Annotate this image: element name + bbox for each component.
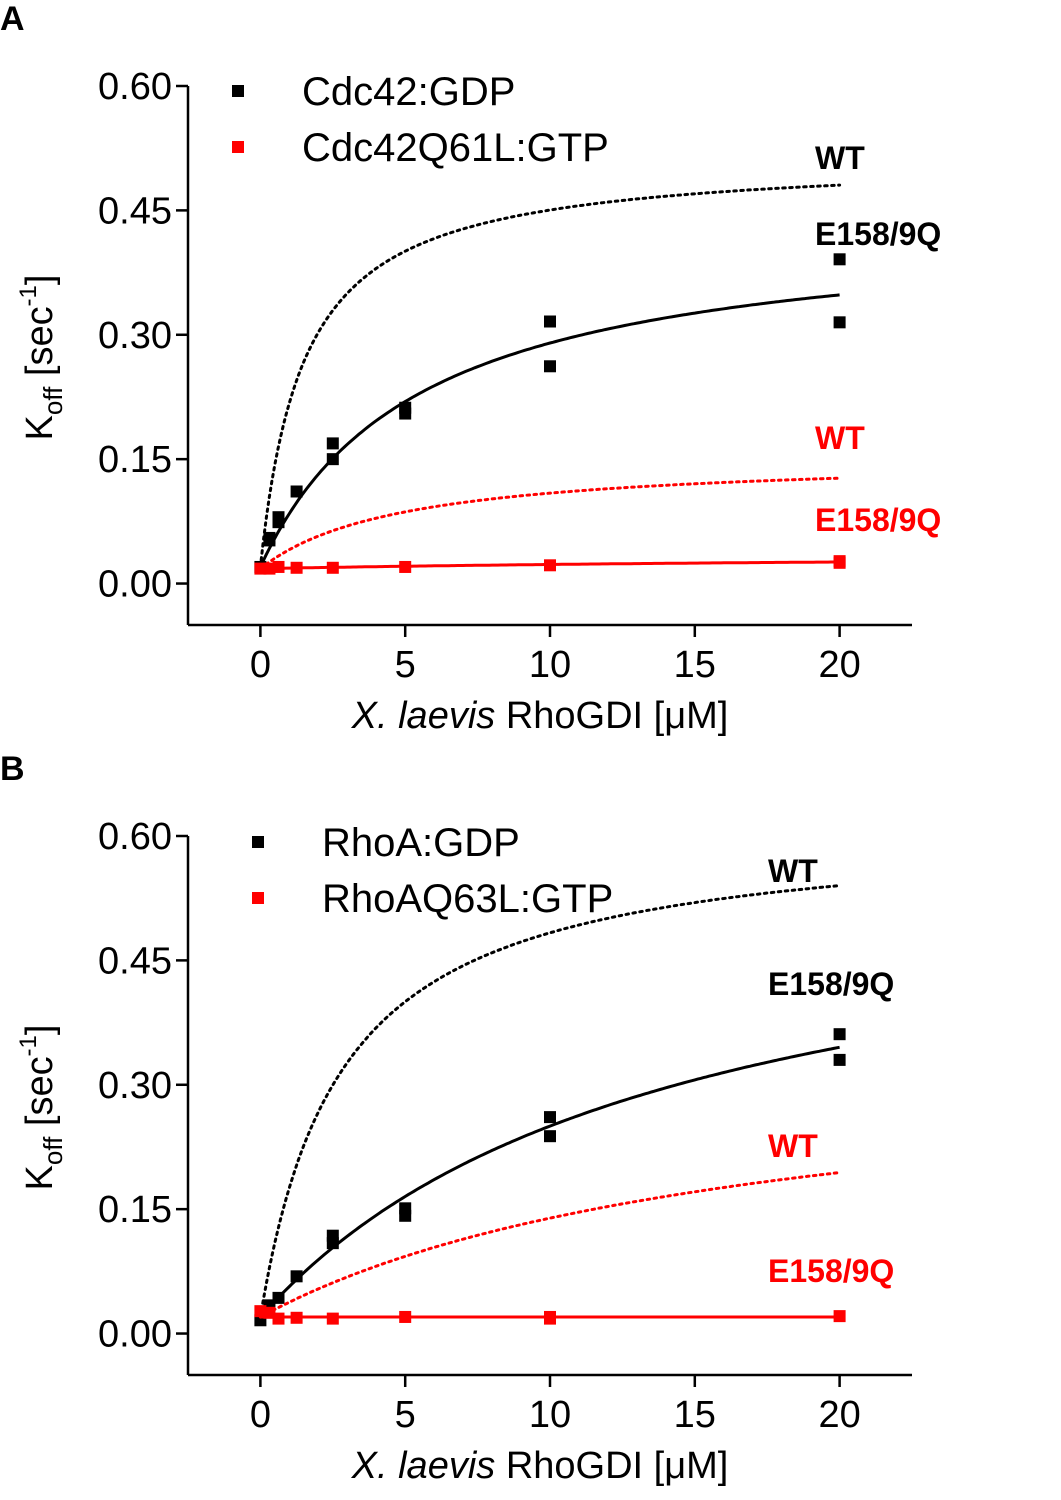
y-label-close: ] xyxy=(19,275,61,286)
data-point xyxy=(290,485,303,498)
data-point xyxy=(833,253,846,266)
data-point xyxy=(544,1312,556,1325)
data-point xyxy=(833,1310,846,1323)
data-point xyxy=(272,1291,285,1304)
y-label-sup: -1 xyxy=(15,1035,42,1056)
y-tick-label: 0.30 xyxy=(98,315,172,357)
panel-label: A xyxy=(0,0,25,38)
y-label-k: K xyxy=(19,415,61,440)
data-point xyxy=(399,1209,412,1222)
y-label-sub: off xyxy=(38,386,68,415)
data-point xyxy=(833,1053,846,1066)
x-axis-label: X. laevis RhoGDI [μM] xyxy=(351,1445,729,1487)
legend-label: RhoAQ63L:GTP xyxy=(322,877,613,921)
fit-label: E158/9Q xyxy=(815,502,941,538)
x-axis-label-italic: X. laevis xyxy=(351,695,496,737)
y-tick-label: 0.00 xyxy=(98,564,172,606)
x-tick-label: 20 xyxy=(818,644,860,686)
fit-label: WT xyxy=(815,420,865,456)
y-label-k: K xyxy=(19,1165,61,1190)
y-axis-label: Koff [sec-1] xyxy=(15,275,68,441)
data-point xyxy=(272,516,285,529)
x-tick-label: 15 xyxy=(674,644,716,686)
data-point xyxy=(326,1237,339,1250)
fit-curve-solid xyxy=(259,293,840,568)
data-point xyxy=(254,562,267,575)
x-tick-label: 5 xyxy=(395,644,416,686)
data-point xyxy=(263,531,276,544)
legend-label: Cdc42:GDP xyxy=(302,70,515,114)
y-tick-label: 0.15 xyxy=(98,439,172,481)
data-point xyxy=(544,315,556,328)
x-axis-label-rest: RhoGDI [μM] xyxy=(495,695,728,737)
fit-label: WT xyxy=(768,1128,818,1164)
y-tick-label: 0.60 xyxy=(98,816,172,858)
data-point xyxy=(263,562,276,575)
x-tick-label: 10 xyxy=(529,1394,571,1436)
chart-panel-B: B 0.00 0.15 0.30 0.45 0.60 0 5 10 15 20 X. laevis R… xyxy=(0,750,912,1487)
fit-label: E158/9Q xyxy=(768,1253,894,1289)
data-point xyxy=(544,1111,556,1124)
legend-marker xyxy=(252,836,264,848)
y-tick-label: 0.60 xyxy=(98,66,172,108)
data-point xyxy=(544,1130,556,1143)
chart-panel-A: A 0.00 0.15 0.30 0.45 0.60 0 5 10 15 20 X. laevis R… xyxy=(0,0,941,737)
y-tick-label: 0.00 xyxy=(98,1314,172,1356)
data-point xyxy=(833,1028,846,1041)
data-point xyxy=(326,561,339,574)
data-point xyxy=(326,453,339,466)
fit-curve-solid xyxy=(259,1045,840,1318)
y-tick-label: 0.30 xyxy=(98,1065,172,1107)
legend-marker xyxy=(232,141,244,153)
data-point xyxy=(544,559,556,572)
x-axis-label-rest: RhoGDI [μM] xyxy=(495,1445,728,1487)
fit-label: WT xyxy=(768,853,818,889)
legend-label: Cdc42Q61L:GTP xyxy=(302,126,609,170)
x-tick-label: 10 xyxy=(529,644,571,686)
data-point xyxy=(326,1312,339,1325)
data-point xyxy=(399,407,412,420)
y-label-unit: [sec xyxy=(19,306,61,386)
x-tick-label: 20 xyxy=(818,1394,860,1436)
fit-label: WT xyxy=(815,140,865,176)
data-point xyxy=(290,1270,303,1283)
data-point xyxy=(544,360,556,373)
y-label-unit: [sec xyxy=(19,1056,61,1136)
fit-label: E158/9Q xyxy=(815,216,941,252)
x-axis-label-italic: X. laevis xyxy=(351,1445,496,1487)
x-tick-label: 0 xyxy=(250,1394,271,1436)
fit-label: E158/9Q xyxy=(768,966,894,1002)
x-tick-label: 5 xyxy=(395,1394,416,1436)
data-point xyxy=(263,1306,276,1319)
data-point xyxy=(254,1305,267,1318)
panel-label: B xyxy=(0,750,25,788)
fit-curve-dotted xyxy=(258,1171,842,1319)
x-axis-label: X. laevis RhoGDI [μM] xyxy=(351,695,729,737)
data-point xyxy=(833,556,846,569)
x-tick-label: 15 xyxy=(674,1394,716,1436)
y-tick-label: 0.45 xyxy=(98,190,172,232)
legend-marker xyxy=(232,85,244,97)
fit-curve-dotted xyxy=(258,476,842,571)
y-axis-label: Koff [sec-1] xyxy=(15,1025,68,1191)
data-point xyxy=(290,1311,303,1324)
legend-label: RhoA:GDP xyxy=(322,821,520,865)
fit-curve-dotted xyxy=(258,183,842,569)
y-label-sup: -1 xyxy=(15,285,42,306)
data-point xyxy=(399,1310,412,1323)
data-point xyxy=(399,560,412,573)
data-point xyxy=(833,316,846,329)
data-point xyxy=(290,561,303,574)
x-tick-label: 0 xyxy=(250,644,271,686)
fit-curve-dotted xyxy=(258,884,842,1319)
data-point xyxy=(272,1312,285,1325)
legend-marker xyxy=(252,892,264,904)
y-tick-label: 0.15 xyxy=(98,1189,172,1231)
data-point xyxy=(272,560,285,573)
y-label-sub: off xyxy=(38,1136,68,1165)
data-point xyxy=(326,437,339,450)
y-label-close: ] xyxy=(19,1025,61,1036)
y-tick-label: 0.45 xyxy=(98,940,172,982)
